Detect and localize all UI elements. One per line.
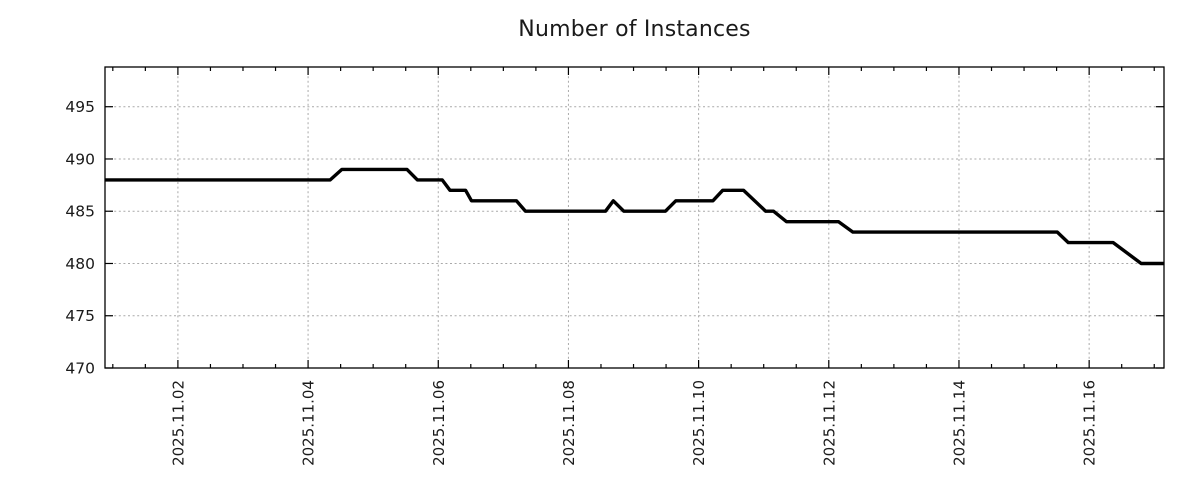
x-tick-label: 2025.11.14 — [950, 380, 968, 466]
data-series-line — [105, 167, 1164, 266]
y-tick-label: 485 — [65, 203, 95, 221]
x-tick-label: 2025.11.06 — [430, 380, 448, 466]
x-tick-label: 2025.11.12 — [820, 380, 838, 466]
y-tick-label: 495 — [65, 98, 95, 116]
y-tick-label: 490 — [65, 150, 95, 168]
x-tick-label: 2025.11.02 — [169, 380, 187, 466]
y-tick-label: 480 — [65, 255, 95, 273]
x-tick-label: 2025.11.04 — [300, 380, 318, 466]
y-tick-label: 470 — [65, 360, 95, 378]
chart-title: Number of Instances — [518, 17, 751, 42]
x-tick-label: 2025.11.10 — [690, 380, 708, 466]
y-tick-label: 475 — [65, 307, 95, 325]
plot-border — [104, 66, 1165, 369]
x-tick-label: 2025.11.16 — [1081, 380, 1099, 466]
x-tick-label: 2025.11.08 — [560, 380, 578, 466]
